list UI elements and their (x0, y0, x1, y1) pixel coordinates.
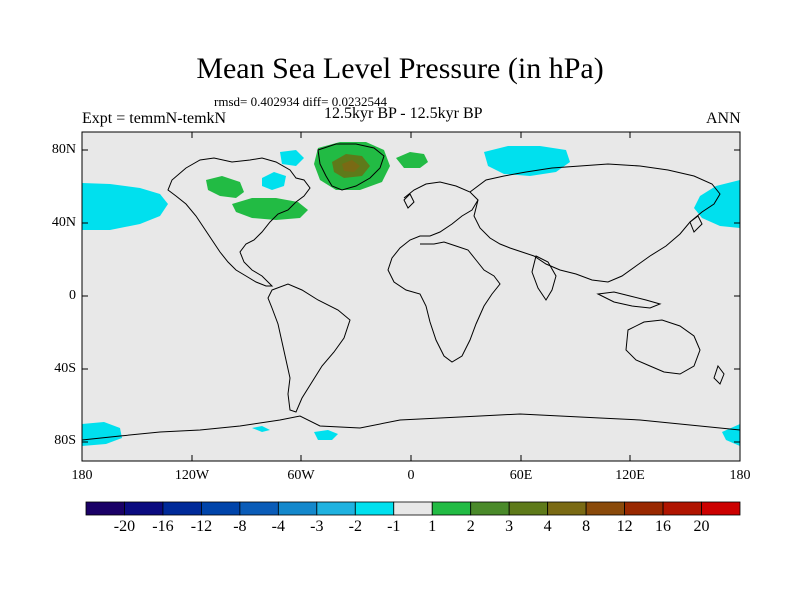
green-region-north-america (206, 176, 244, 198)
lon-label-120w: 120W (174, 468, 210, 483)
colorbar-swatch (162, 501, 202, 516)
coast-uk (403, 193, 415, 209)
cyan-region-north-pacific-east (694, 180, 740, 228)
colorbar-label: 2 (466, 518, 475, 535)
coastlines (81, 143, 741, 441)
lat-label-80n: 80N (51, 142, 76, 157)
coast-india (531, 255, 557, 301)
cyan-region-alaska (280, 150, 304, 166)
colorbar-label: 16 (655, 518, 672, 535)
axis-ticks (82, 132, 740, 461)
coast-europe-africa (387, 181, 501, 363)
coast-new-zealand (713, 364, 725, 385)
colorbar-swatch (393, 501, 433, 516)
season-label: ANN (706, 110, 741, 127)
map-background (82, 132, 740, 461)
coast-australia (625, 319, 701, 375)
period-label: 12.5kyr BP - 12.5kyr BP (324, 105, 483, 122)
colorbar-label: 1 (428, 518, 437, 535)
experiment-label: Expt = temmN-temkN (82, 110, 227, 127)
colorbar-swatch (85, 501, 125, 516)
colorbar-swatch (124, 501, 164, 516)
cyan-region-antarctic-west (82, 422, 122, 446)
colorbar-label: -8 (233, 518, 247, 535)
lon-label-60e: 60E (509, 468, 533, 483)
brown-core-greenland (342, 160, 360, 172)
lon-label-0: 0 (407, 468, 415, 483)
coast-south-america (267, 283, 351, 413)
cyan-region-canadian-arctic (262, 172, 286, 190)
colorbar-label: -12 (190, 518, 213, 535)
colorbar (85, 501, 741, 516)
colorbar-label: 12 (616, 518, 633, 535)
lat-label-80s: 80S (54, 433, 76, 448)
colorbar-swatch (239, 501, 279, 516)
coast-asia (469, 163, 721, 283)
colorbar-label: -20 (113, 518, 136, 535)
colorbar-swatch (201, 501, 241, 516)
coast-greenland (317, 143, 385, 191)
colorbar-swatch (585, 501, 625, 516)
colorbar-swatch (662, 501, 702, 516)
colorbar-swatch (547, 501, 587, 516)
coast-north-america (167, 157, 311, 287)
colorbar-swatch (508, 501, 549, 516)
colorbar-label: -4 (271, 518, 285, 535)
green-region-northeast-america (232, 198, 308, 220)
plot-title: Mean Sea Level Pressure (in hPa) (196, 52, 604, 85)
colorbar-label: 8 (582, 518, 591, 535)
colorbar-swatch (470, 501, 510, 516)
colorbar-label: -1 (387, 518, 401, 535)
colorbar-swatch (354, 501, 395, 516)
lon-label-180e: 180 (729, 468, 751, 483)
lat-label-40n: 40N (51, 215, 76, 230)
lat-label-40s: 40S (54, 361, 76, 376)
colorbar-swatch (624, 501, 664, 516)
lon-label-120e: 120E (615, 468, 645, 483)
cyan-region-north-pacific-west (82, 183, 168, 230)
colorbar-label: -2 (348, 518, 362, 535)
colorbar-swatch (316, 501, 356, 516)
lon-label-180w: 180 (71, 468, 93, 483)
colorbar-label: -16 (152, 518, 174, 535)
colorbar-label: 4 (543, 518, 552, 535)
colorbar-label: 3 (505, 518, 514, 535)
cyan-region-antarctic-mid (252, 426, 270, 432)
lat-label-0: 0 (69, 288, 76, 303)
coast-antarctica (81, 413, 741, 441)
colorbar-swatch (701, 501, 741, 516)
stats-line: rmsd= 0.402934 diff= 0.0232544 (214, 94, 387, 109)
colorbar-label: -3 (310, 518, 324, 535)
colorbar-swatch (277, 501, 318, 516)
green-region-norwegian-sea (396, 152, 428, 168)
colorbar-label: 20 (693, 518, 710, 535)
coast-japan (689, 215, 703, 233)
coast-indonesia (596, 291, 662, 309)
colorbar-swatch (431, 501, 472, 516)
cyan-region-antarctic-small (314, 430, 338, 440)
lon-label-60w: 60W (287, 468, 315, 483)
